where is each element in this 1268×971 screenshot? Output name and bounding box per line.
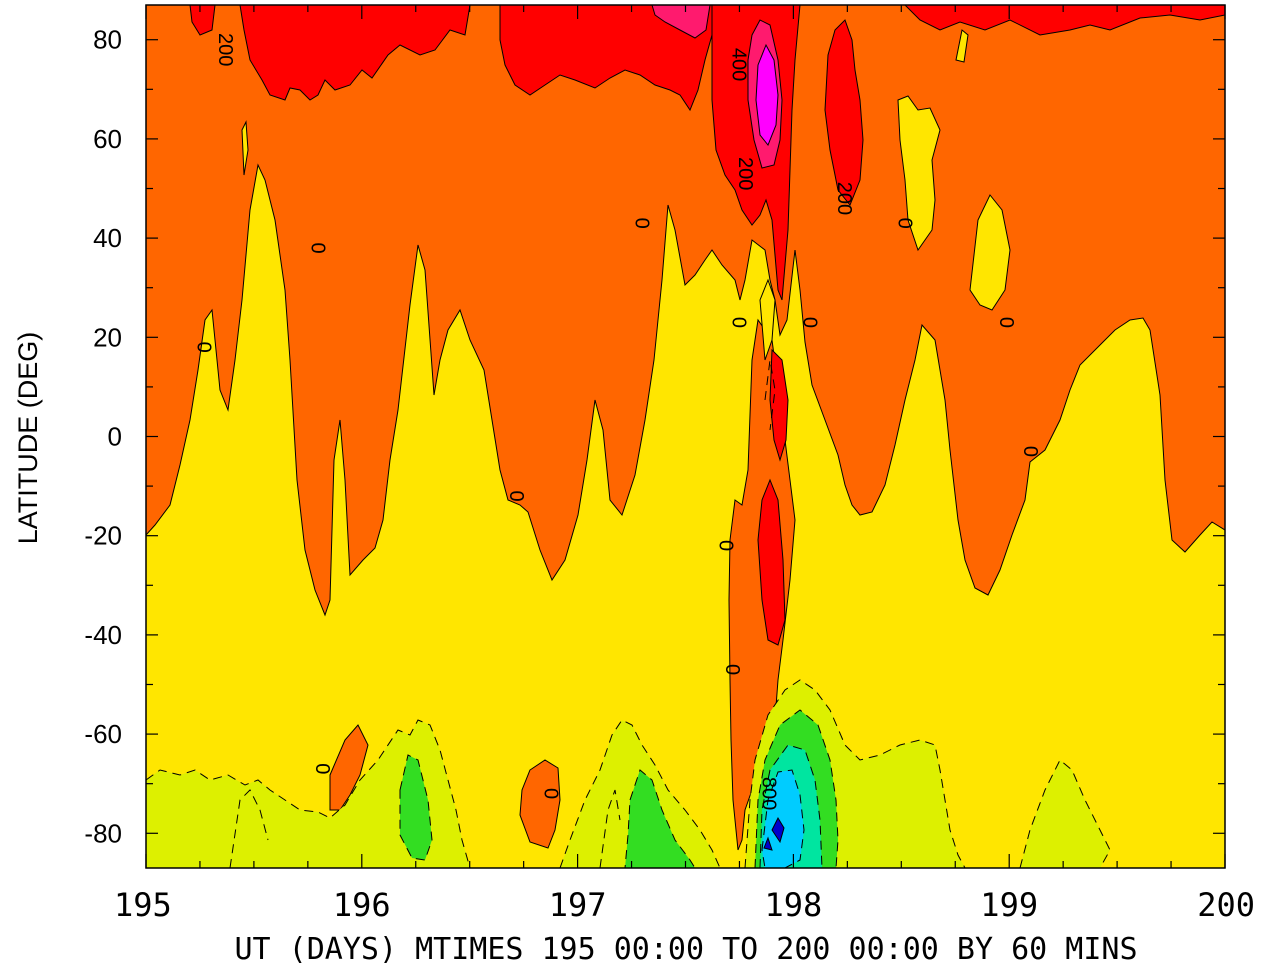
field-level-400-right bbox=[824, 19, 864, 206]
field-level-0-patch-4 bbox=[759, 278, 776, 361]
contour-label: 0 bbox=[505, 490, 527, 501]
y-tick-label: -60 bbox=[84, 719, 122, 749]
field-level-0-patch-2 bbox=[955, 29, 969, 63]
contour-label: 0 bbox=[727, 317, 749, 328]
field-level-400-mid-2 bbox=[757, 478, 786, 646]
contour-label: 0 bbox=[799, 317, 821, 328]
contour-label: 200 bbox=[833, 182, 855, 215]
contour-label: 0 bbox=[540, 788, 562, 799]
field-level-neg1000-2 bbox=[763, 836, 773, 851]
y-axis-label: LATITUDE (DEG) bbox=[13, 332, 43, 545]
field-level-400-top-3 bbox=[499, 5, 713, 112]
contour-label: 0 bbox=[721, 664, 743, 675]
field-level-400-top-1 bbox=[189, 5, 216, 36]
x-tick-label: 200 bbox=[1197, 886, 1255, 924]
field-level-400-mid-1 bbox=[769, 348, 789, 462]
x-tick-label: 198 bbox=[765, 886, 823, 924]
field-level-neg200-1 bbox=[146, 719, 471, 868]
y-tick-label: 80 bbox=[93, 25, 122, 55]
field-level-200-south-2 bbox=[329, 724, 369, 811]
dashed-isoline-2 bbox=[599, 789, 621, 868]
y-tick-label: -40 bbox=[84, 620, 122, 650]
x-tick-label: 197 bbox=[549, 886, 607, 924]
contour-label: 0 bbox=[894, 218, 916, 229]
field-level-600-top bbox=[651, 5, 711, 39]
x-axis-label: UT (DAYS) MTIMES 195 00:00 TO 200 00:00 … bbox=[234, 932, 1137, 967]
contour-label: 800 bbox=[758, 777, 780, 810]
y-tick-label: 40 bbox=[93, 223, 122, 253]
plot-area bbox=[146, 5, 1225, 868]
contour-label: 0 bbox=[995, 317, 1017, 328]
field-level-200-north bbox=[146, 5, 1225, 617]
field-level-neg200-4 bbox=[1019, 759, 1111, 868]
dashed-isoline-1 bbox=[229, 789, 269, 868]
contour-labels-layer: 200 400 200 200 0 0 0 0 0 0 0 0 0 0 0 0 0 800 bbox=[192, 33, 1041, 810]
y-tick-label: 0 bbox=[108, 422, 122, 452]
contour-label: 0 bbox=[307, 242, 329, 253]
field-level-0-patch-5 bbox=[241, 120, 249, 176]
field-level-neg800 bbox=[761, 769, 805, 868]
contour-label: 200 bbox=[214, 33, 236, 66]
field-level-0-patch-1 bbox=[897, 95, 941, 252]
field-level-neg1000 bbox=[771, 816, 785, 844]
contour-label: 0 bbox=[192, 342, 214, 353]
contour-label: 0 bbox=[630, 218, 652, 229]
field-level-neg400-1 bbox=[399, 754, 433, 861]
y-tick-label: 20 bbox=[93, 322, 122, 352]
y-tick-label: 60 bbox=[93, 124, 122, 154]
contour-label: 0 bbox=[1019, 446, 1041, 457]
field-level-neg400-2 bbox=[624, 769, 696, 868]
field-level-800-core bbox=[755, 43, 779, 146]
contour-label: 200 bbox=[734, 157, 756, 190]
field-level-200-south-1 bbox=[519, 759, 561, 849]
y-tick-label: -20 bbox=[84, 521, 122, 551]
dashed-isoline-3 bbox=[764, 359, 776, 431]
contour-label: 0 bbox=[311, 763, 333, 774]
field-level-400-right-top bbox=[904, 5, 1225, 36]
contour-label: 400 bbox=[727, 48, 749, 81]
field-level-400-top-2 bbox=[239, 5, 471, 101]
field-level-0-patch-3 bbox=[969, 194, 1011, 311]
contour-label: 0 bbox=[715, 540, 737, 551]
x-tick-label: 199 bbox=[980, 886, 1038, 924]
x-tick-label: 195 bbox=[114, 886, 172, 924]
x-tick-label: 196 bbox=[333, 886, 391, 924]
y-tick-label: -80 bbox=[84, 818, 122, 848]
